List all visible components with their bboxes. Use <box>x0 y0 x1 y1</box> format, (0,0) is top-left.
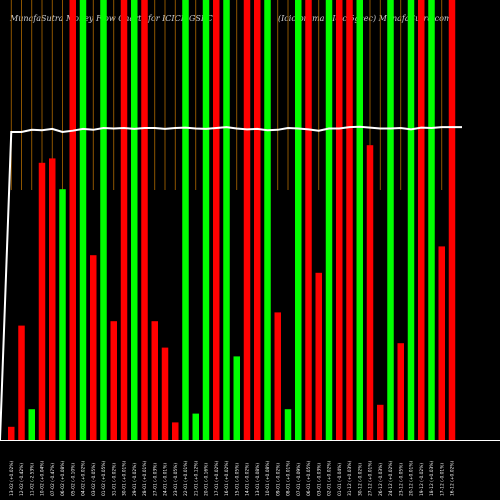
bar-27 <box>274 312 281 440</box>
date-label: 06-01 (+0.05%) <box>306 461 312 496</box>
bar-16 <box>161 347 169 440</box>
money-flow-line <box>0 125 462 441</box>
x-axis: 13-02 (+0.02%) 12-02 (-0.42%) 11-02 (-2.53… <box>0 440 500 496</box>
bar-15 <box>151 321 158 440</box>
chart-title: MunafaSutra Money Flow Charts for ICICI5… <box>10 14 213 23</box>
date-label: 05-02 (-0.10%) <box>70 463 76 496</box>
bar-28 <box>284 409 292 440</box>
date-label: 03-02 (-0.05%) <box>91 463 97 496</box>
date-label: 31-01 (-0.02%) <box>111 463 117 496</box>
bar-5 <box>49 158 56 440</box>
bar-18 <box>182 0 189 440</box>
bar-10 <box>100 0 107 440</box>
date-label: 12-02 (-0.42%) <box>19 463 25 496</box>
bar-21 <box>213 0 220 440</box>
date-label: 20-12 (+0.01%) <box>409 461 415 496</box>
date-label: 04-02 (+0.02%) <box>81 461 87 496</box>
bar-12 <box>120 0 128 440</box>
bar-33 <box>336 0 343 440</box>
date-label: 03-01 (-0.03%) <box>316 463 322 496</box>
date-label: 01-02 (+0.05%) <box>101 461 107 496</box>
date-label: 13-01 (-0.08%) <box>255 463 261 496</box>
date-label: 08-01 (+0.01%) <box>286 461 292 496</box>
date-label: 23-12 (-0.05%) <box>398 463 404 496</box>
date-label: 10-01 (+0.08%) <box>265 461 271 496</box>
bar-44 <box>448 0 456 440</box>
bar-2 <box>18 325 25 440</box>
date-label: 10-02 (+0.04%) <box>40 461 46 496</box>
bar-37 <box>377 404 384 440</box>
date-label: 02-01 (+0.02%) <box>327 461 333 496</box>
chart-subtitle: (Iciciprama - Icici5gsec) MunafaSutra.co… <box>278 14 452 23</box>
date-label: 17-01 (+0.02%) <box>214 461 220 496</box>
date-label: 24-12 (+0.02%) <box>388 461 394 496</box>
date-label: 01-01 (-0.04%) <box>337 463 343 496</box>
bar-8 <box>79 0 87 440</box>
bar-23 <box>233 356 240 440</box>
date-label: 24-01 (-0.01%) <box>163 463 169 496</box>
date-label: 21-01 (+0.12%) <box>193 461 199 496</box>
bar-11 <box>110 321 117 440</box>
bar-24 <box>243 0 251 440</box>
date-label: 26-12 (-0.03%) <box>378 463 384 496</box>
bar-39 <box>397 343 404 440</box>
bar-30 <box>305 0 312 440</box>
money-flow-line-path <box>0 125 462 441</box>
date-label: 31-12 (+0.03%) <box>347 461 353 496</box>
date-label: 28-01 (+0.01%) <box>142 461 148 496</box>
bar-36 <box>366 145 374 440</box>
bar-6 <box>59 189 66 440</box>
bar-26 <box>264 0 271 440</box>
date-label: 20-01 (-0.16%) <box>204 463 210 496</box>
bar-31 <box>315 272 322 440</box>
date-label: 15-01 (-0.05%) <box>234 463 240 496</box>
bar-1 <box>8 426 15 440</box>
date-label: 14-01 (-0.02%) <box>245 463 251 496</box>
date-label: 07-02 (-0.47%) <box>50 463 56 496</box>
bar-43 <box>438 246 445 440</box>
bar-25 <box>254 0 261 440</box>
bar-9 <box>90 255 97 440</box>
date-label: 09-01 (-0.02%) <box>275 463 281 496</box>
bar-3 <box>28 409 35 440</box>
bar-29 <box>295 0 302 440</box>
bar-32 <box>325 0 333 440</box>
date-label: 29-01 (-0.02%) <box>132 463 138 496</box>
bar-35 <box>356 0 363 440</box>
date-label: 22-01 (+0.01%) <box>183 461 189 496</box>
date-label: 30-01 (+0.01%) <box>122 461 128 496</box>
date-label: 19-12 (-0.02%) <box>419 463 425 496</box>
grid-lines <box>10 0 453 190</box>
date-label: 17-12 (-0.01%) <box>439 463 445 496</box>
bar-38 <box>387 0 394 440</box>
date-label: 23-01 (-0.05%) <box>173 463 179 496</box>
bar-4 <box>38 162 46 441</box>
bar-20 <box>202 0 210 440</box>
date-label: 07-01 (-0.09%) <box>296 463 302 496</box>
bar-22 <box>223 0 230 440</box>
bar-42 <box>428 0 435 440</box>
bar-13 <box>131 0 138 440</box>
date-label: 18-12 (+0.03%) <box>429 461 435 496</box>
date-label: 13-02 (+0.02%) <box>9 461 15 496</box>
bar-series <box>8 0 456 441</box>
bar-41 <box>418 0 425 440</box>
bar-34 <box>346 0 353 440</box>
date-label: 06-02 (+0.08%) <box>60 461 66 496</box>
bar-14 <box>141 0 148 440</box>
bar-7 <box>69 0 76 440</box>
date-label: 16-01 (+0.02%) <box>224 461 230 496</box>
bar-19 <box>192 413 199 440</box>
date-label: 30-12 (-0.02%) <box>357 463 363 496</box>
date-label: 11-02 (-2.53%) <box>29 463 35 496</box>
date-label: 27-01 (-0.03%) <box>152 463 158 496</box>
date-label: 27-12 (+0.01%) <box>368 461 374 496</box>
bar-17 <box>172 422 179 440</box>
bar-40 <box>407 0 415 440</box>
date-label: 16-12 (+0.02%) <box>450 461 456 496</box>
